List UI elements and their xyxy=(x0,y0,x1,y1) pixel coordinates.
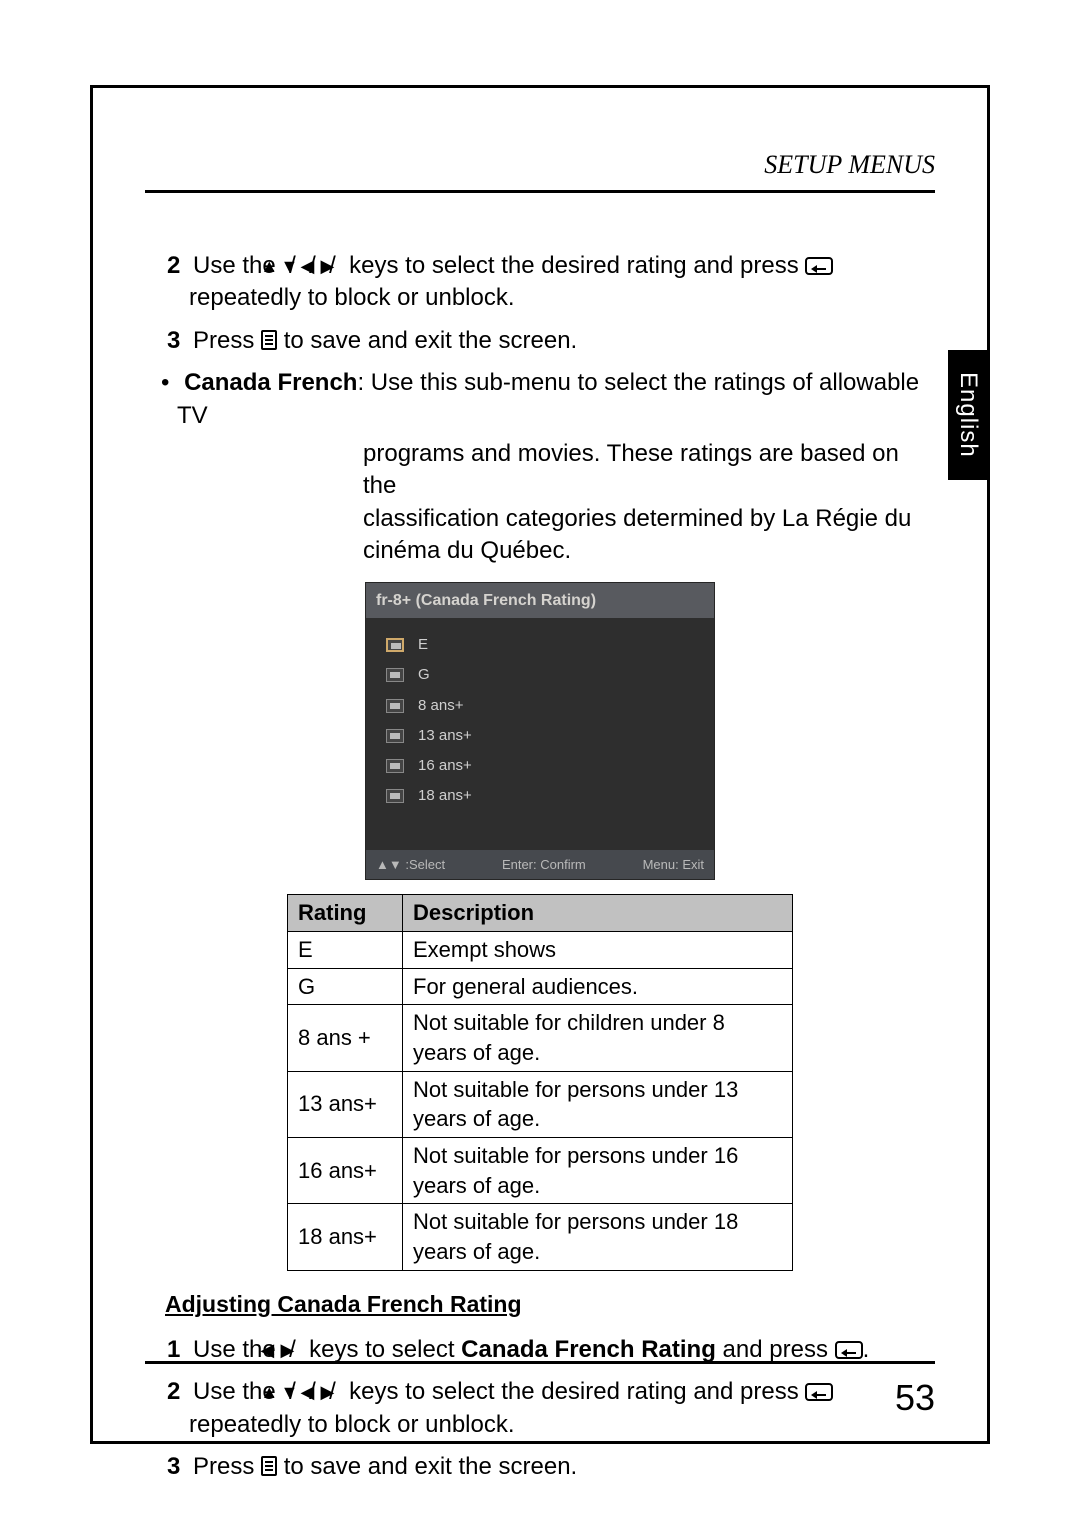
osd-item: 8 ans+ xyxy=(380,691,700,721)
osd-item-label: 16 ans+ xyxy=(418,756,472,776)
step-number: 2 xyxy=(167,252,180,279)
step-text: to save and exit the screen. xyxy=(284,327,578,354)
step-text: keys to select the desired rating and pr… xyxy=(349,1378,805,1405)
osd-footer-select: ▲▼ :Select xyxy=(376,856,445,874)
osd-item-label: 13 ans+ xyxy=(418,726,472,746)
step-text: to save and exit the screen. xyxy=(284,1453,578,1480)
osd-footer-exit: Menu: Exit xyxy=(643,856,704,874)
osd-item: 18 ans+ xyxy=(380,781,700,811)
step-text: Press xyxy=(193,1453,261,1480)
table-row: 13 ans+Not suitable for persons under 13… xyxy=(288,1071,793,1137)
intro-cont: programs and movies. These ratings are b… xyxy=(145,438,935,503)
checkbox-icon xyxy=(386,638,404,652)
osd-footer: ▲▼ :Select Enter: Confirm Menu: Exit xyxy=(366,850,714,880)
table-row: GFor general audiences. xyxy=(288,968,793,1005)
intro-cont: cinéma du Québec. xyxy=(145,535,935,567)
step-bold: Canada French Rating xyxy=(461,1336,716,1363)
osd-item: 13 ans+ xyxy=(380,721,700,751)
osd-item-label: 18 ans+ xyxy=(418,786,472,806)
osd-panel: fr-8+ (Canada French Rating) E G 8 ans+ … xyxy=(365,582,715,881)
checkbox-icon xyxy=(386,759,404,773)
osd-body: E G 8 ans+ 13 ans+ 16 ans+ 18 ans+ xyxy=(366,618,714,850)
osd-footer-confirm: Enter: Confirm xyxy=(502,856,586,874)
cell-rating: 13 ans+ xyxy=(288,1071,403,1137)
checkbox-icon xyxy=(386,729,404,743)
language-tab: English xyxy=(948,350,988,480)
table-header-row: Rating Description xyxy=(288,895,793,932)
osd-spacer xyxy=(380,812,700,840)
step-number: 1 xyxy=(167,1336,180,1363)
th-description: Description xyxy=(403,895,793,932)
osd-item: G xyxy=(380,660,700,690)
cell-rating: 16 ans+ xyxy=(288,1137,403,1203)
cell-rating: 8 ans + xyxy=(288,1005,403,1071)
cell-desc: Not suitable for persons under 13 years … xyxy=(403,1071,793,1137)
enter-icon xyxy=(805,257,833,275)
osd-title: fr-8+ (Canada French Rating) xyxy=(366,583,714,619)
footer-rule xyxy=(145,1361,935,1364)
step-text: Press xyxy=(193,327,261,354)
adjust-step-3: 3 Press to save and exit the screen. xyxy=(145,1451,935,1483)
checkbox-icon xyxy=(386,699,404,713)
step-text: keys to select the desired rating and pr… xyxy=(349,252,805,279)
step-number: 2 xyxy=(167,1378,180,1405)
header-rule xyxy=(145,190,935,193)
osd-footer-text: :Select xyxy=(405,857,445,872)
step-number: 3 xyxy=(167,1453,180,1480)
step-text: keys to select xyxy=(309,1336,461,1363)
osd-item-selected: E xyxy=(380,630,700,660)
cell-rating: G xyxy=(288,968,403,1005)
section-header: SETUP MENUS xyxy=(764,150,935,180)
enter-icon xyxy=(835,1341,863,1359)
canada-french-intro: • Canada French: Use this sub-menu to se… xyxy=(145,367,935,432)
osd-item-label: E xyxy=(418,635,428,655)
cell-desc: Not suitable for persons under 16 years … xyxy=(403,1137,793,1203)
osd-item-label: 8 ans+ xyxy=(418,696,463,716)
page-content: 2 Use the ▲ / ▼ / ◀ / ▶ keys to select t… xyxy=(145,250,935,1493)
th-rating: Rating xyxy=(288,895,403,932)
menu-icon xyxy=(261,330,277,350)
cell-desc: Not suitable for persons under 18 years … xyxy=(403,1204,793,1270)
checkbox-icon xyxy=(386,789,404,803)
step-2: 2 Use the ▲ / ▼ / ◀ / ▶ keys to select t… xyxy=(145,250,935,315)
menu-icon xyxy=(261,1456,277,1476)
checkbox-icon xyxy=(386,668,404,682)
adjust-title: Adjusting Canada French Rating xyxy=(165,1289,935,1320)
osd-item: 16 ans+ xyxy=(380,751,700,781)
step-text: repeatedly to block or unblock. xyxy=(189,1411,515,1438)
step-text: repeatedly to block or unblock. xyxy=(189,284,515,311)
osd-item-label: G xyxy=(418,665,430,685)
bullet-icon: • xyxy=(161,369,169,396)
cell-desc: Exempt shows xyxy=(403,931,793,968)
table-row: 18 ans+Not suitable for persons under 18… xyxy=(288,1204,793,1270)
page-number: 53 xyxy=(895,1377,935,1419)
table-row: 16 ans+Not suitable for persons under 16… xyxy=(288,1137,793,1203)
step-3: 3 Press to save and exit the screen. xyxy=(145,325,935,357)
step-number: 3 xyxy=(167,327,180,354)
cell-rating: 18 ans+ xyxy=(288,1204,403,1270)
table-row: 8 ans +Not suitable for children under 8… xyxy=(288,1005,793,1071)
cell-rating: E xyxy=(288,931,403,968)
canada-french-label: Canada French xyxy=(184,369,357,396)
cell-desc: Not suitable for children under 8 years … xyxy=(403,1005,793,1071)
ratings-table: Rating Description EExempt shows GFor ge… xyxy=(287,894,793,1271)
intro-cont: classification categories determined by … xyxy=(145,503,935,535)
adjust-step-2: 2 Use the ▲ / ▼ / ◀ / ▶ keys to select t… xyxy=(145,1376,935,1441)
table-row: EExempt shows xyxy=(288,931,793,968)
cell-desc: For general audiences. xyxy=(403,968,793,1005)
step-text: and press xyxy=(716,1336,835,1363)
enter-icon xyxy=(805,1383,833,1401)
